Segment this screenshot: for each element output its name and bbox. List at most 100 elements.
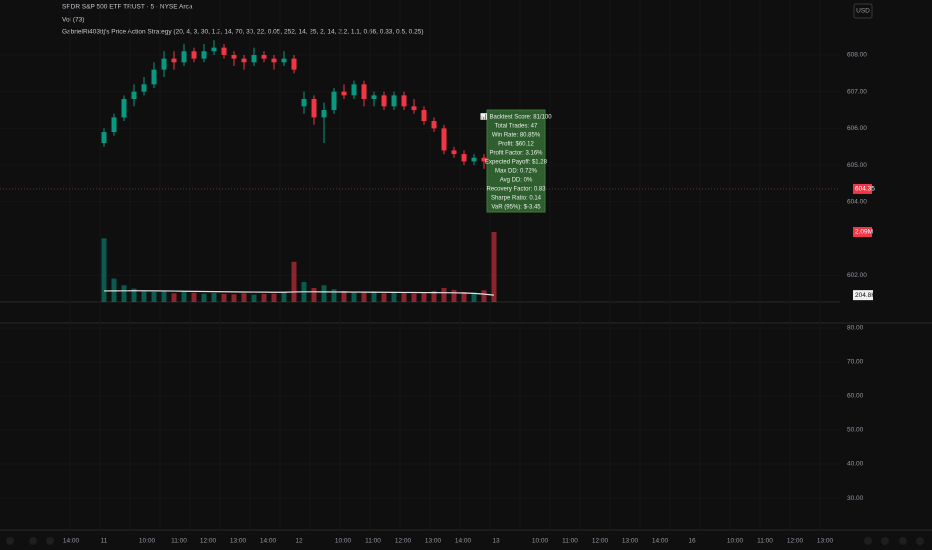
stats-line: VaR (95%): $-3.45 [491,205,541,211]
volume-bar [331,289,337,302]
volume-bar [121,285,127,302]
candle-body [231,54,237,59]
candle-body [251,54,257,63]
toolbar-icon[interactable] [46,537,54,545]
candle-body [341,91,347,96]
price-tick-label: 608.00 [847,52,867,59]
volume-bar [351,291,357,302]
volume-bar [421,291,427,302]
volume-bar [281,291,287,302]
volume-bar [451,289,457,302]
volume-ma-label: 204.8K [855,292,876,299]
oscillator-tick-label: 60.00 [847,393,864,400]
time-label: 14:00 [260,538,277,545]
candle-body [271,58,277,63]
volume-bar [461,291,467,302]
last-volume-tag [853,226,872,237]
time-label: 13:00 [817,538,834,545]
time-label: 11:00 [562,538,578,545]
oscillator-tick-label: 80.00 [847,325,864,332]
volume-legend: Vol (73) [62,17,84,24]
oscillator-tick-label: 30.00 [847,495,864,502]
volume-bar [211,292,217,302]
candle-body [151,69,157,85]
last-price-label: 604.35 [855,186,875,193]
volume-bar [201,293,207,302]
candle-body [131,91,137,100]
candle-body [281,58,287,63]
stats-line: Recovery Factor: 0.83 [486,187,546,193]
time-label: 13:00 [230,538,247,545]
toolbar-icon[interactable] [899,537,907,545]
volume-bar [311,287,317,302]
toolbar-icon[interactable] [881,537,889,545]
volume-bar [151,291,157,302]
stats-line: Expected Payoff: $1.28 [485,160,548,166]
stats-line: Sharpe Ratio: 0.14 [491,196,542,202]
volume-bar [291,261,297,302]
time-label: 11 [101,538,108,545]
candle-body [351,84,357,96]
strategy-legend: GabrielRi403ttj's Price Action Strategy … [62,29,424,36]
volume-bar [111,278,117,302]
time-label: 12 [295,538,303,545]
candle-body [161,58,167,70]
volume-bar [191,292,197,302]
candle-body [471,157,477,162]
stats-line: 📊 Backtest Score: 81/100 [480,113,552,121]
stats-line: Avg DD: 0% [500,178,533,184]
time-label: 16 [688,538,696,545]
volume-bar [491,231,497,302]
volume-bar [361,292,367,302]
candle-body [361,84,367,100]
candle-body [191,51,197,59]
candle-body [301,99,307,107]
time-label: 13:00 [425,538,442,545]
stats-line: Profit: $60.12 [498,142,534,148]
toolbar-icon[interactable] [29,537,37,545]
volume-bar [471,292,477,302]
currency-label[interactable]: USD [856,8,870,15]
toolbar-icon[interactable] [916,537,924,545]
volume-bar [401,292,407,302]
oscillator-tick-label: 70.00 [847,359,864,366]
candle-body [311,99,317,118]
volume-ma-tag [853,290,873,301]
price-tick-label: 602.00 [847,272,867,279]
volume-bar [341,290,347,302]
candle-body [411,106,417,111]
volume-bar [181,291,187,302]
candle-body [431,121,437,129]
time-label: 12:00 [395,538,412,545]
price-tick-label: 607.00 [847,88,867,95]
candle-body [241,58,247,63]
candle-body [201,51,207,59]
toolbar-icon[interactable] [864,537,872,545]
volume-bar [481,290,487,302]
volume-bar [171,293,177,302]
candle-body [181,51,187,63]
last-price-tag [853,183,872,194]
toolbar-icon[interactable] [6,537,14,545]
volume-ma-line [103,290,495,296]
candle-body [121,99,127,118]
currency-button[interactable] [853,3,873,19]
candle-body [291,58,297,70]
oscillator-tick-label: 40.00 [847,461,864,468]
time-label: 11:00 [757,538,773,545]
stats-line: Profit Factor: 3.16% [489,151,543,157]
stats-box: 📊 Backtest Score: 81/100 Total Trades: 47… [480,109,552,213]
stats-box-background [486,109,546,213]
volume-bar [131,288,137,302]
candle-body [211,47,217,52]
candle-body [451,150,457,155]
candle-body [381,95,387,107]
volume-bar [371,291,377,302]
candle-body [481,157,487,162]
candle-body [171,58,177,63]
volume-bar [221,293,227,302]
candle-body [391,95,397,107]
time-label: 11:00 [171,538,187,545]
candle-body [101,132,107,144]
